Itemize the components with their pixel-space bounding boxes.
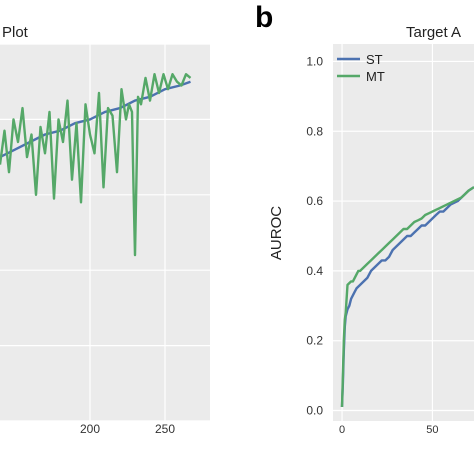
- panel-a-plot-background: [0, 44, 210, 421]
- panel-b-y-tick-label: 0.8: [306, 124, 323, 138]
- panel-b-lines: [340, 186, 474, 408]
- panel-b-x-ticks: 0 50: [339, 424, 439, 436]
- panel-b: b Target A AUROC 0.00.20.40.60.81.0 0 50 …: [255, 1, 474, 436]
- panel-a-x-ticks: 200 250: [80, 422, 175, 436]
- panel-b-grid: [333, 44, 474, 421]
- panel-b-series-line-mt: [340, 186, 474, 408]
- panel-b-y-tick-label: 0.0: [306, 404, 323, 418]
- panel-b-legend-label-st: ST: [366, 52, 383, 67]
- panel-b-legend: ST MT: [337, 52, 385, 84]
- panel-b-x-tick-label: 0: [339, 424, 345, 436]
- panel-a-x-tick-label: 250: [155, 422, 175, 436]
- panel-b-y-axis-label: AUROC: [268, 206, 285, 260]
- panel-b-title: Target A: [406, 24, 461, 41]
- panel-b-legend-label-mt: MT: [366, 69, 385, 84]
- panel-a-title: Plot: [2, 24, 29, 41]
- panel-a-lines: [0, 73, 192, 257]
- panel-b-y-tick-label: 0.6: [306, 194, 323, 208]
- panel-b-y-tick-label: 1.0: [306, 54, 323, 68]
- panel-a-series-line-1: [0, 73, 192, 257]
- panel-b-y-tick-label: 0.4: [306, 264, 323, 278]
- panel-a: Plot 200 250: [0, 24, 210, 436]
- panel-a-x-tick-label: 200: [80, 422, 100, 436]
- panel-b-letter: b: [255, 1, 273, 34]
- panel-b-x-tick-label: 50: [426, 424, 438, 436]
- panel-b-y-ticks: 0.0 0.2 0.4 0.6 0.8 1.0: [306, 54, 323, 417]
- panel-b-series-line-st: [340, 186, 474, 408]
- panel-b-y-tick-label: 0.2: [306, 334, 323, 348]
- panel-b-plot-background: [333, 44, 474, 421]
